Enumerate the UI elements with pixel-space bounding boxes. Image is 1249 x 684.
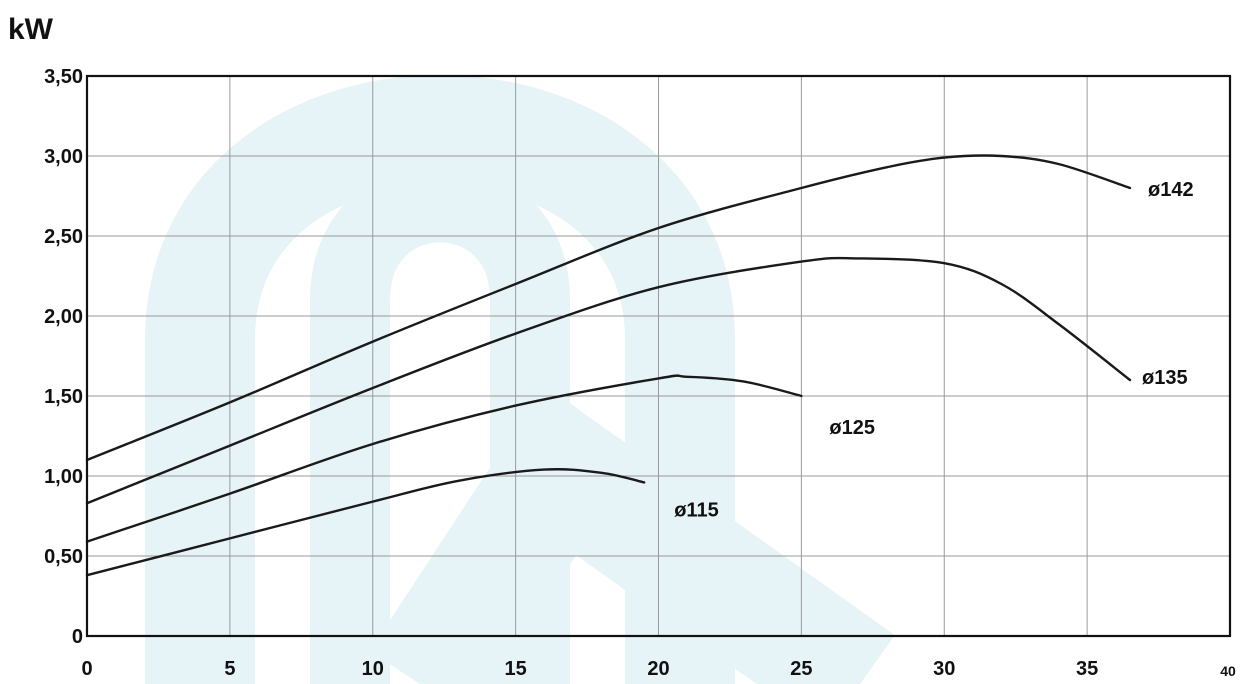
x-tick-label: 20 — [647, 658, 669, 680]
curve-labels: ø142 ø135 ø125 ø115 — [674, 179, 1193, 521]
y-tick-label: 3,50 — [44, 66, 83, 88]
curves-group — [85, 154, 1132, 577]
y-tick-label: 0,50 — [44, 546, 83, 568]
curve-ø135 — [85, 256, 1132, 505]
x-tick-label: 10 — [362, 658, 384, 680]
y-tick-label: 2,50 — [44, 226, 83, 248]
x-tick-label: 15 — [505, 658, 527, 680]
curve-label-ø135: ø135 — [1142, 367, 1188, 389]
curve-ø142 — [85, 154, 1132, 462]
grid-lines — [87, 76, 1230, 636]
background-logo-watermark — [145, 75, 895, 684]
x-tick-label: 40 — [1220, 663, 1236, 679]
x-tick-label: 5 — [224, 658, 235, 680]
x-tick-label: 0 — [81, 658, 92, 680]
plot-area-frame — [85, 74, 1232, 638]
y-tick-label: 1,00 — [44, 466, 83, 488]
y-tick-label: 2,00 — [44, 306, 83, 328]
curve-ø115 — [85, 468, 646, 577]
curve-label-ø115: ø115 — [674, 499, 718, 521]
x-tick-label: 25 — [790, 658, 812, 680]
x-tick-label: 35 — [1076, 658, 1098, 680]
curve-label-ø125: ø125 — [829, 417, 875, 439]
y-tick-label: 3,00 — [44, 146, 83, 168]
x-axis-tick-labels: 0 5 10 15 20 25 30 35 40 — [81, 658, 1236, 680]
curve-ø125 — [85, 374, 803, 543]
y-tick-label: 0 — [72, 626, 83, 648]
y-tick-label: 1,50 — [44, 386, 83, 408]
y-axis-tick-labels: 0 0,50 1,00 1,50 2,00 2,50 3,00 3,50 — [44, 66, 83, 648]
y-axis-unit-label: kW — [8, 13, 54, 46]
curve-label-ø142: ø142 — [1148, 179, 1194, 201]
x-tick-label: 30 — [933, 658, 955, 680]
